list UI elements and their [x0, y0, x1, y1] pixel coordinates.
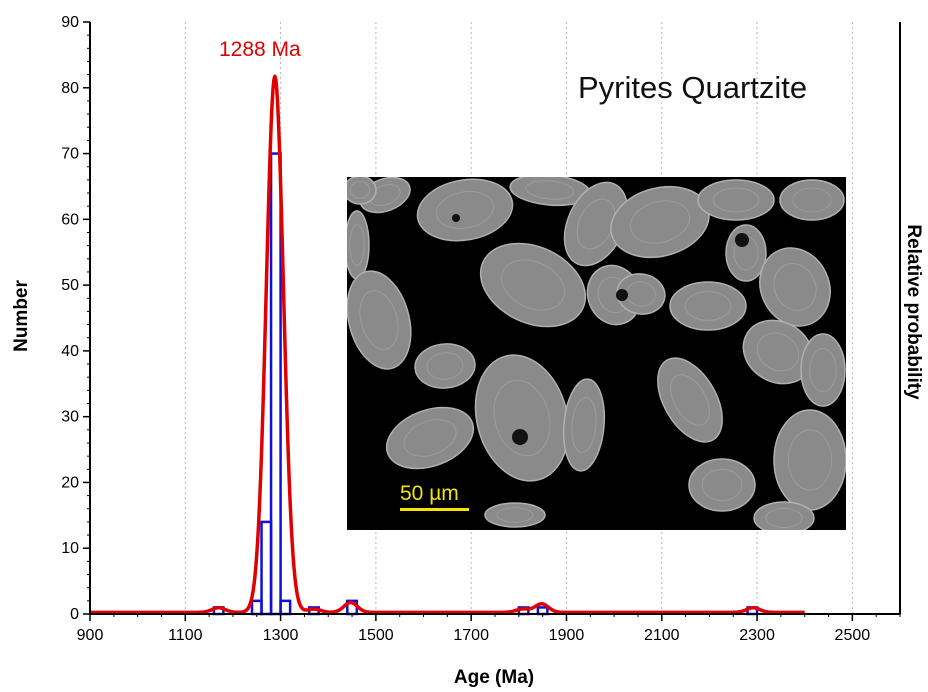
x-tick-label: 1500: [358, 627, 394, 644]
scale-bar-label: 50 µm: [400, 482, 459, 505]
scale-bar: [400, 508, 469, 511]
zircon-grain: [347, 270, 412, 370]
x-tick-label: 1700: [453, 627, 489, 644]
x-tick-label: 1900: [549, 627, 585, 644]
grain-inclusion: [616, 289, 628, 301]
histogram-bar: [260, 520, 273, 616]
x-tick-label: 1300: [263, 627, 299, 644]
histogram-bar: [269, 152, 282, 616]
zircon-zoning: [426, 352, 464, 380]
y-tick-label: 50: [61, 277, 79, 294]
zircon-grain: [725, 224, 767, 282]
zircon-zoning: [670, 374, 710, 426]
y-axis-title: Number: [11, 280, 32, 352]
zircon-zoning: [349, 181, 371, 199]
zircon-zoning: [349, 224, 365, 266]
zircon-zoning: [787, 429, 833, 491]
zircon-zoning: [525, 180, 575, 200]
x-tick-label: 2300: [739, 627, 775, 644]
zircon-zoning: [571, 396, 597, 454]
zircon-grain: [697, 179, 775, 221]
y-tick-label: 70: [61, 146, 79, 163]
zircon-zoning: [792, 187, 832, 213]
zircon-grain: [759, 247, 831, 327]
histogram-bar: [279, 599, 292, 616]
zircon-grain: [669, 281, 747, 331]
zircon-grain: [657, 357, 723, 443]
y-tick-label: 10: [61, 540, 79, 557]
probability-curve-layer: [89, 74, 806, 615]
grain-inclusion: [735, 233, 749, 247]
grain-inclusion: [452, 214, 460, 222]
zircon-grain: [562, 378, 606, 472]
zircon-grain: [347, 177, 377, 205]
peak-age-label: 1288 Ma: [219, 38, 301, 61]
zircon-grain: [773, 409, 846, 511]
zircon-grain: [800, 333, 846, 407]
zircon-zoning: [773, 263, 817, 311]
zircon-grain: [414, 343, 476, 389]
zircon-grain: [347, 210, 370, 280]
cl-image-inset: [347, 177, 846, 530]
y-tick-label: 80: [61, 80, 79, 97]
zircon-zoning: [756, 332, 800, 372]
grain-inclusion: [512, 429, 528, 445]
zircon-grain: [474, 354, 570, 482]
zircon-grain: [479, 242, 587, 328]
x-tick-label: 900: [77, 627, 104, 644]
zircon-grain: [753, 501, 815, 530]
zircon-zoning: [630, 200, 690, 244]
axis-layer: 0 10 20 30 40 50 60 70 80 90 900 1100 1300 1500 1700 19…: [61, 14, 901, 644]
x-tick-label: 2100: [644, 627, 680, 644]
zircon-grain: [385, 406, 475, 470]
zircon-zoning: [765, 507, 803, 529]
y-tick-label: 90: [61, 14, 79, 31]
x-tick-label: 1100: [168, 627, 203, 644]
x-axis-title: Age (Ma): [454, 667, 534, 688]
zircon-zoning: [809, 347, 837, 393]
zircon-zoning: [684, 291, 732, 321]
chart-title: Pyrites Quartzite: [578, 70, 807, 105]
y-tick-label: 30: [61, 409, 79, 426]
zircon-zoning: [359, 290, 399, 350]
zircon-zoning: [435, 191, 495, 229]
zircon-grain: [416, 178, 514, 242]
y-tick-label: 0: [70, 606, 79, 623]
y2-axis-title: Relative probability: [903, 224, 924, 400]
probability-curve: [89, 74, 806, 615]
zircon-grain: [484, 502, 546, 528]
zircon-zoning: [712, 187, 760, 213]
y-tick-label: 60: [61, 211, 79, 228]
histogram-bar: [250, 599, 263, 616]
x-tick-label: 2500: [835, 627, 871, 644]
zircon-zoning: [496, 507, 534, 523]
y-tick-label: 40: [61, 343, 79, 360]
zircon-zoning: [701, 468, 743, 502]
zircon-zoning: [493, 379, 551, 457]
zircon-zoning: [501, 259, 565, 311]
zircon-grain: [616, 273, 666, 315]
zircon-grains: [347, 177, 846, 530]
zircon-zoning: [403, 419, 457, 457]
zircon-grain: [779, 179, 845, 221]
zircon-grain: [688, 458, 756, 512]
y-tick-label: 20: [61, 474, 79, 491]
text-layer: Pyrites Quartzite 1288 Ma Age (Ma) Numbe…: [11, 38, 924, 688]
